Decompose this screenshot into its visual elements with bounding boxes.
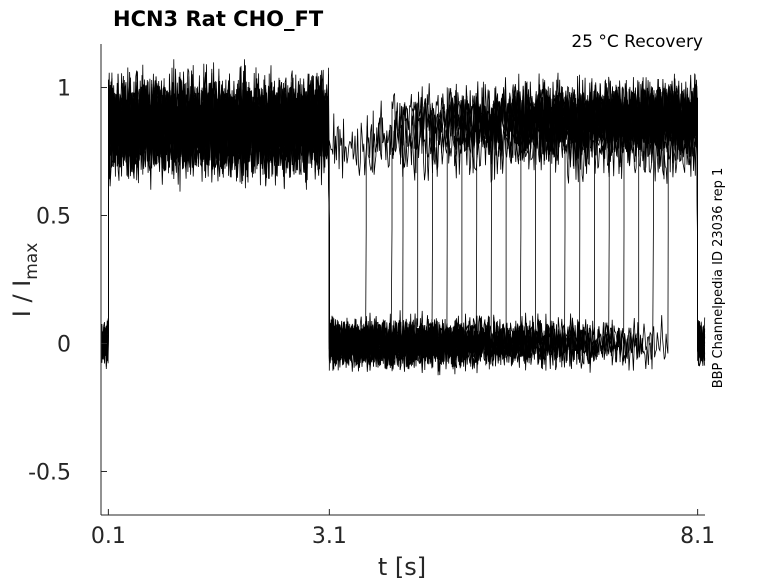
- y-axis-label-main: I / I: [8, 280, 36, 318]
- y-tick-label: -0.5: [28, 460, 71, 485]
- y-axis-ticks: -0.5 0 0.5 1: [28, 77, 107, 485]
- trace-group: [100, 59, 706, 376]
- x-axis-ticks: 0.1 3.1 8.1: [91, 509, 715, 549]
- condition-label: 25 °C Recovery: [571, 32, 703, 52]
- y-axis-label: I / Imax: [8, 243, 42, 318]
- x-tick-label: 3.1: [312, 524, 347, 549]
- side-label-text: BBP Channelpedia ID 23036 rep 1: [711, 168, 726, 389]
- y-tick-label: 1: [57, 77, 71, 102]
- svg-text:I / Imax: I / Imax: [8, 243, 42, 318]
- side-label: BBP Channelpedia ID 23036 rep 1: [711, 168, 726, 389]
- x-tick-label: 8.1: [680, 524, 715, 549]
- chart-title: HCN3 Rat CHO_FT: [113, 7, 324, 31]
- x-tick-label: 0.1: [91, 524, 126, 549]
- y-axis-label-sub: max: [22, 243, 42, 280]
- current-trace-sweep-22: [100, 72, 706, 376]
- y-tick-label: 0.5: [36, 205, 71, 230]
- x-axis-label: t [s]: [378, 553, 426, 581]
- y-tick-label: 0: [57, 332, 71, 357]
